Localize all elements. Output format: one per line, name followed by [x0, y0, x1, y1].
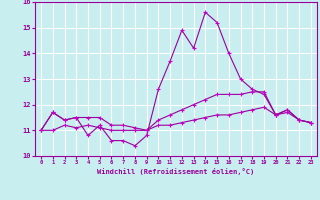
X-axis label: Windchill (Refroidissement éolien,°C): Windchill (Refroidissement éolien,°C): [97, 168, 255, 175]
